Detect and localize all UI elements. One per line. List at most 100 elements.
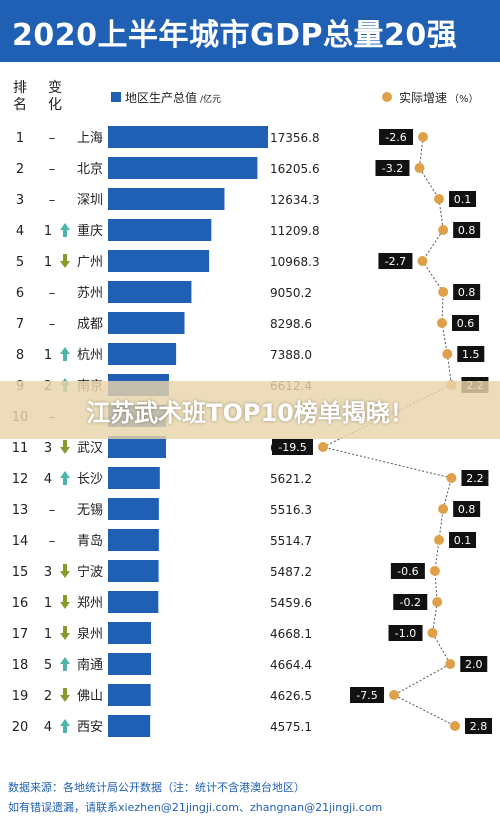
growth-point xyxy=(389,690,400,700)
growth-label-box xyxy=(453,222,481,238)
gdp-value-label: 4668.1 xyxy=(270,627,312,641)
rank-number: 19 xyxy=(12,689,29,704)
gdp-chart: 排名 变化 地区生产总值/亿元 实际增速 （%） 1– 上海 17356.82– 北京 16… xyxy=(12,80,492,737)
growth-label-box xyxy=(449,532,477,548)
rank-number: 4 xyxy=(16,224,24,239)
gdp-bar xyxy=(108,126,268,148)
growth-label-box xyxy=(453,501,481,517)
rank-down-icon xyxy=(60,626,70,640)
no-change-mark: – xyxy=(49,162,56,177)
city-name: 佛山 xyxy=(77,689,103,704)
rank-down-icon xyxy=(60,688,70,702)
growth-label-box xyxy=(272,439,313,455)
growth-value-label: -3.2 xyxy=(382,162,403,175)
growth-label-box xyxy=(379,129,414,145)
gdp-value-label: 11209.8 xyxy=(270,224,320,238)
city-name: 北京 xyxy=(77,162,103,177)
growth-value-label: 0.8 xyxy=(458,286,476,299)
change-number: 1 xyxy=(44,348,52,363)
gdp-value-label: 16205.6 xyxy=(270,162,320,176)
rank-down-icon xyxy=(60,254,70,268)
gdp-value-label: 5487.2 xyxy=(270,565,312,579)
gdp-bar xyxy=(108,188,225,210)
contact-note: 如有错误遗漏，请联系xiezhen@21jingji.com、zhangnan@… xyxy=(8,801,383,814)
growth-point xyxy=(429,566,440,576)
rank-up-icon xyxy=(60,347,70,361)
gdp-bar xyxy=(108,219,212,241)
growth-value-label: -0.2 xyxy=(400,596,421,609)
gdp-value-label: 5514.7 xyxy=(270,534,312,548)
rank-number: 3 xyxy=(16,193,24,208)
growth-value-label: 0.8 xyxy=(458,503,476,516)
growth-point xyxy=(418,132,429,142)
rank-number: 14 xyxy=(12,534,29,549)
no-change-mark: – xyxy=(49,286,56,301)
growth-markers: -2.6-3.20.10.8-2.70.80.61.52.2-19.52.20.… xyxy=(272,129,492,734)
legend-gdp-label: 地区生产总值/亿元 xyxy=(125,90,221,105)
growth-label-box xyxy=(350,687,385,703)
legend-growth-label: 实际增速 （%） xyxy=(399,90,479,105)
growth-point xyxy=(432,597,443,607)
gdp-bar xyxy=(108,157,258,179)
no-change-mark: – xyxy=(49,503,56,518)
growth-label-box xyxy=(378,253,413,269)
gdp-bar xyxy=(108,281,192,303)
rank-number: 15 xyxy=(12,565,29,580)
growth-label-box xyxy=(453,284,481,300)
gdp-value-label: 4626.5 xyxy=(270,689,312,703)
city-name: 广州 xyxy=(77,255,103,270)
growth-label-box xyxy=(393,594,428,610)
gdp-value-label: 9050.2 xyxy=(270,286,312,300)
gdp-bar xyxy=(108,467,160,489)
rank-number: 8 xyxy=(16,348,24,363)
city-name: 西安 xyxy=(77,720,103,735)
rank-number: 1 xyxy=(16,131,24,146)
overlay-caption: 江苏武术班TOP10榜单揭晓！ xyxy=(86,399,414,427)
growth-value-label: 0.8 xyxy=(458,224,476,237)
growth-label-box xyxy=(457,346,485,362)
gdp-bar xyxy=(108,250,210,272)
city-name: 长沙 xyxy=(77,472,103,487)
growth-value-label: -2.6 xyxy=(385,131,406,144)
chart-title: 2020上半年城市GDP总量20强 xyxy=(12,18,458,53)
growth-value-label: 0.6 xyxy=(457,317,475,330)
gdp-value-label: 7388.0 xyxy=(270,348,312,362)
growth-value-label: 1.5 xyxy=(462,348,480,361)
chart-rows: 1– 上海 17356.82– 北京 16205.63– 深圳 12634.34 1 重庆 112… xyxy=(12,126,320,737)
growth-label-box xyxy=(375,160,410,176)
growth-value-label: 2.2 xyxy=(466,472,484,485)
rank-number: 17 xyxy=(12,627,29,642)
rank-number: 16 xyxy=(12,596,29,611)
growth-value-label: -1.0 xyxy=(395,627,416,640)
change-number: 1 xyxy=(44,224,52,239)
gdp-value-label: 5621.2 xyxy=(270,472,312,486)
legend-gdp-swatch xyxy=(111,92,121,102)
change-number: 2 xyxy=(44,689,52,704)
gdp-value-label: 4664.4 xyxy=(270,658,312,672)
legend-growth-marker xyxy=(382,92,392,102)
change-number: 5 xyxy=(44,658,52,673)
change-number: 1 xyxy=(44,596,52,611)
gdp-value-label: 8298.6 xyxy=(270,317,312,331)
rank-number: 18 xyxy=(12,658,29,673)
growth-point xyxy=(434,535,445,545)
rank-up-icon xyxy=(60,223,70,237)
no-change-mark: – xyxy=(49,534,56,549)
growth-point xyxy=(446,473,457,483)
city-name: 青岛 xyxy=(77,533,103,549)
growth-point xyxy=(414,163,425,173)
growth-point xyxy=(436,318,447,328)
city-name: 成都 xyxy=(77,317,103,332)
gdp-bar xyxy=(108,591,159,613)
growth-value-label: 0.1 xyxy=(454,193,472,206)
growth-value-label: -7.5 xyxy=(356,689,377,702)
gdp-bar xyxy=(108,715,151,737)
gdp-bar xyxy=(108,560,159,582)
growth-value-label: 0.1 xyxy=(454,534,472,547)
city-name: 宁波 xyxy=(77,564,103,580)
city-name: 杭州 xyxy=(77,348,103,363)
gdp-value-label: 17356.8 xyxy=(270,131,320,145)
rank-down-icon xyxy=(60,440,70,454)
rank-number: 2 xyxy=(16,162,24,177)
no-change-mark: – xyxy=(49,131,56,146)
